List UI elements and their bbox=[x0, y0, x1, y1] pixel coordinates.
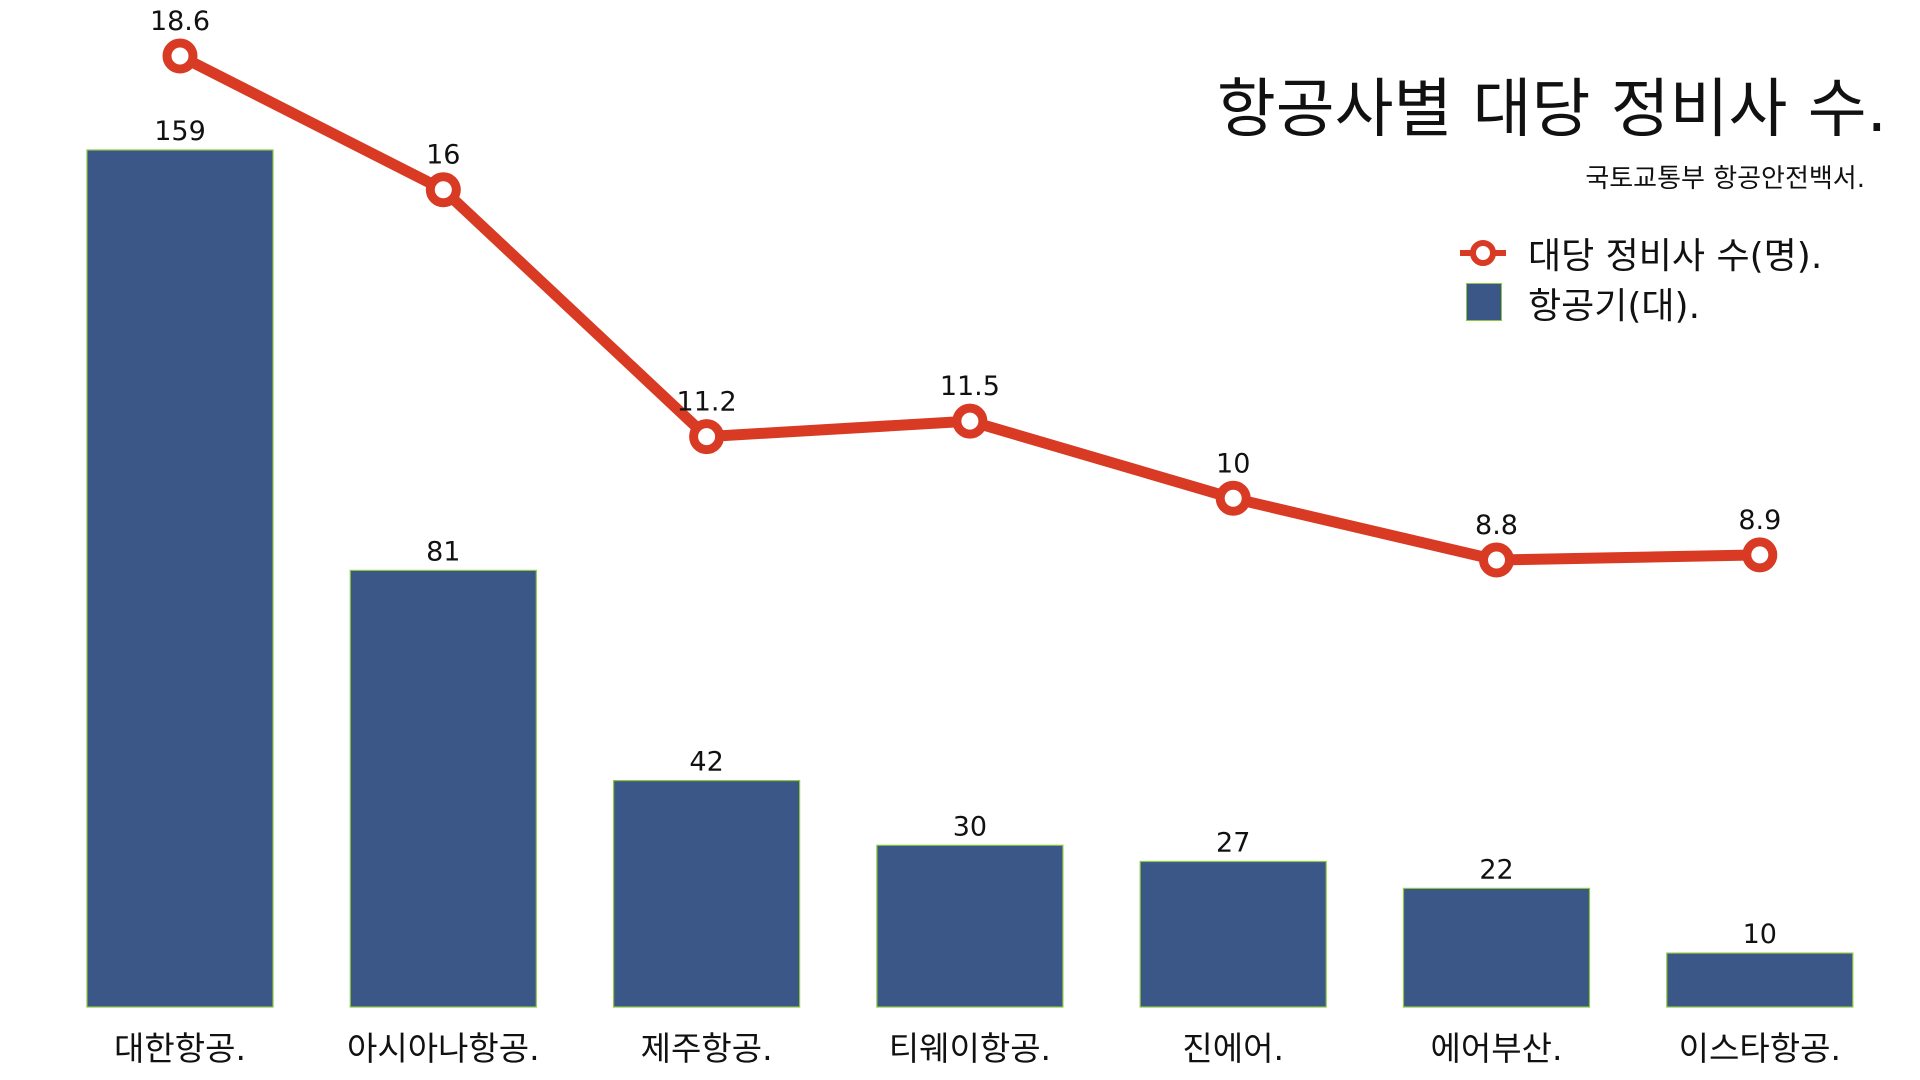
legend-label-bar: 항공기(대). bbox=[1528, 286, 1701, 327]
x-tick-label: 이스타항공. bbox=[1679, 1029, 1841, 1068]
x-tick-label: 대한항공. bbox=[114, 1029, 246, 1068]
line-point bbox=[425, 172, 461, 208]
line-value-label: 8.9 bbox=[1738, 505, 1781, 536]
x-tick-label: 제주항공. bbox=[641, 1029, 773, 1068]
legend: 대당 정비사 수(명). 항공기(대). bbox=[1460, 228, 1822, 328]
line-point bbox=[1479, 542, 1514, 578]
line-point bbox=[952, 403, 988, 439]
legend-label-line: 대당 정비사 수(명). bbox=[1528, 236, 1823, 277]
line-value-label: 11.2 bbox=[677, 387, 737, 418]
line-point bbox=[1742, 537, 1778, 573]
x-tick-label: 에어부산. bbox=[1431, 1029, 1563, 1068]
legend-item-bar: 항공기(대). bbox=[1460, 278, 1822, 328]
bar bbox=[1402, 887, 1591, 1008]
line-value-label: 10 bbox=[1216, 448, 1250, 479]
bar-value-label: 81 bbox=[426, 536, 460, 567]
bar bbox=[876, 844, 1064, 1008]
bar-value-label: 10 bbox=[1743, 919, 1777, 950]
bar-series: 159 81 42 30 27 22 10 bbox=[86, 116, 1854, 1008]
x-tick-label: 아시아나항공. bbox=[347, 1029, 540, 1068]
line-value-label: 18.6 bbox=[150, 6, 210, 37]
legend-bar-swatch-icon bbox=[1460, 283, 1506, 323]
bar-value-label: 27 bbox=[1216, 828, 1250, 859]
line-series: 18.6 16 11.2 11.5 10 8.8 8.9 bbox=[150, 6, 1781, 578]
bar bbox=[1139, 860, 1327, 1008]
line-point bbox=[162, 38, 198, 74]
bar-value-label: 30 bbox=[953, 811, 987, 842]
line-value-label: 11.5 bbox=[940, 371, 1000, 402]
legend-line-marker-icon bbox=[1460, 233, 1506, 273]
bar bbox=[86, 149, 274, 1008]
bar-value-label: 159 bbox=[154, 116, 206, 147]
chart-source: 국토교통부 항공안전백서. bbox=[1585, 164, 1865, 194]
chart-title: 항공사별 대당 정비사 수. bbox=[1216, 73, 1887, 147]
line-point bbox=[1215, 480, 1251, 516]
bar bbox=[1666, 952, 1854, 1008]
bar bbox=[612, 779, 801, 1008]
legend-item-line: 대당 정비사 수(명). bbox=[1460, 228, 1822, 278]
line-value-label: 8.8 bbox=[1475, 510, 1518, 541]
bar-value-label: 22 bbox=[1479, 854, 1513, 885]
line-value-label: 16 bbox=[426, 140, 460, 171]
bar bbox=[349, 569, 537, 1008]
bar-value-label: 42 bbox=[689, 747, 723, 778]
x-tick-label: 티웨이항공. bbox=[889, 1029, 1051, 1068]
line-point bbox=[689, 419, 725, 455]
x-tick-label: 진에어. bbox=[1182, 1029, 1284, 1068]
